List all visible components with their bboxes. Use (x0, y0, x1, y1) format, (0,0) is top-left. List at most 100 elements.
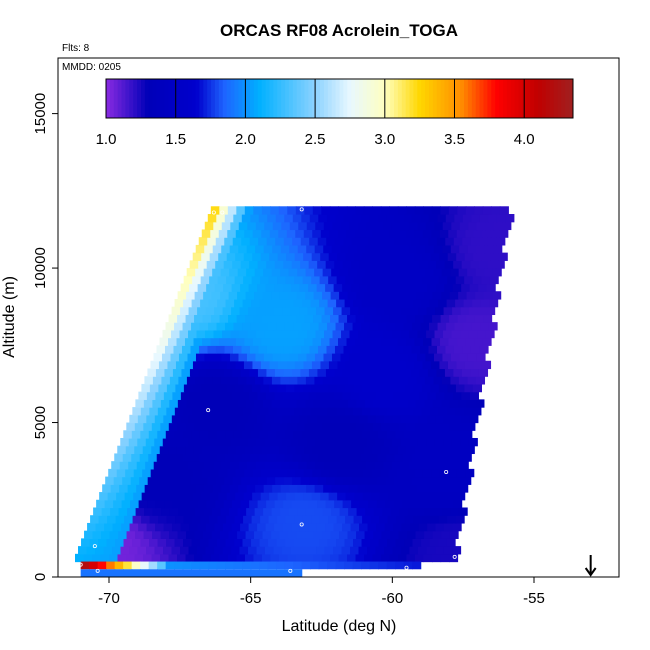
heatmap-cell (335, 214, 345, 223)
heatmap-cell (309, 214, 319, 223)
heatmap-cell (164, 368, 174, 377)
heatmap-cell (382, 484, 392, 493)
heatmap-cell (431, 468, 441, 478)
heatmap-cell (406, 422, 416, 431)
colorbar-segment (331, 79, 337, 118)
heatmap-cell (288, 507, 298, 516)
heatmap-cell (95, 546, 105, 555)
heatmap-cell (113, 476, 123, 485)
heatmap-cell (356, 376, 367, 385)
heatmap-cell (361, 561, 371, 570)
heatmap-cell (262, 291, 272, 300)
heatmap-cell (491, 206, 501, 215)
heatmap-cell (343, 237, 353, 246)
heatmap-cell (191, 561, 201, 570)
heatmap-cell (223, 283, 233, 292)
heatmap-cell (371, 492, 381, 501)
heatmap-cell (281, 329, 291, 339)
heatmap-cell (222, 437, 232, 447)
heatmap-cell (456, 360, 466, 370)
heatmap-cell (313, 530, 323, 539)
heatmap-cell (147, 476, 157, 485)
heatmap-cell (148, 453, 158, 462)
heatmap-cell (382, 244, 392, 254)
heatmap-cell (273, 437, 283, 447)
heatmap-cell (340, 484, 350, 493)
heatmap-cell (279, 399, 289, 408)
heatmap-cell (390, 268, 400, 277)
heatmap-cell (314, 244, 324, 254)
heatmap-cell (485, 329, 495, 339)
heatmap-cell (108, 468, 118, 478)
heatmap-cell (212, 268, 222, 277)
heatmap-cell (371, 252, 381, 261)
heatmap-cell (148, 569, 158, 577)
heatmap-cell (332, 329, 342, 339)
heatmap-cell (86, 546, 96, 555)
heatmap-cell (322, 291, 332, 300)
heatmap-cell (337, 252, 347, 261)
heatmap-cell (110, 507, 120, 516)
heatmap-cell (267, 430, 277, 439)
heatmap-cell (471, 214, 481, 223)
heatmap-cell (239, 414, 249, 424)
heatmap-cell (139, 453, 149, 462)
heatmap-cell (161, 353, 172, 362)
heatmap-cell (352, 430, 362, 439)
heatmap-cell (364, 422, 374, 431)
colorbar-segment (456, 79, 461, 118)
heatmap-cell (326, 453, 336, 462)
heatmap-cell (292, 214, 302, 223)
heatmap-cell (160, 530, 170, 539)
heatmap-cell (319, 298, 329, 308)
heatmap-cell (196, 461, 206, 470)
heatmap-cell (409, 546, 419, 555)
heatmap-cell (381, 291, 391, 300)
heatmap-cell (436, 260, 446, 269)
heatmap-cell (183, 298, 193, 308)
heatmap-cell (290, 414, 300, 424)
heatmap-cell (214, 391, 224, 400)
heatmap-cell (227, 206, 237, 215)
heatmap-cell (234, 275, 244, 285)
heatmap-cell (114, 561, 124, 570)
heatmap-cell (218, 360, 228, 370)
heatmap-cell (232, 345, 243, 354)
heatmap-cell (348, 244, 358, 254)
heatmap-cell (453, 499, 463, 509)
heatmap-cell (369, 453, 379, 462)
heatmap-cell (321, 206, 331, 215)
heatmap-cell (269, 468, 279, 478)
heatmap-cell (395, 322, 405, 331)
heatmap-cell (336, 538, 346, 547)
heatmap-cell (344, 561, 354, 570)
heatmap-cell (106, 569, 116, 577)
heatmap-cell (169, 399, 179, 408)
heatmap-cell (229, 244, 239, 254)
heatmap-cell (445, 453, 455, 462)
heatmap-cell (186, 268, 196, 277)
colorbar-segment (137, 79, 142, 118)
heatmap-cell (446, 538, 456, 547)
colorbar-segment (526, 79, 531, 118)
heatmap-cell (402, 368, 412, 377)
heatmap-cell (290, 329, 300, 339)
heatmap-cell (486, 283, 496, 292)
heatmap-cell (274, 283, 284, 292)
heatmap-cell (310, 407, 320, 416)
heatmap-cell (181, 476, 191, 485)
heatmap-cell (325, 522, 335, 532)
heatmap-cell (335, 453, 345, 462)
heatmap-cell (484, 244, 494, 254)
heatmap-cell (289, 461, 299, 470)
heatmap-cell (155, 391, 165, 400)
heatmap-cell (321, 553, 331, 563)
heatmap-cell (346, 337, 356, 346)
heatmap-cell (387, 298, 397, 308)
heatmap-cell (378, 430, 388, 439)
colorbar-segment (386, 79, 391, 118)
heatmap-cell (214, 522, 224, 532)
heatmap-cell (151, 422, 161, 431)
heatmap-cell (236, 553, 246, 563)
heatmap-cell (358, 546, 368, 555)
